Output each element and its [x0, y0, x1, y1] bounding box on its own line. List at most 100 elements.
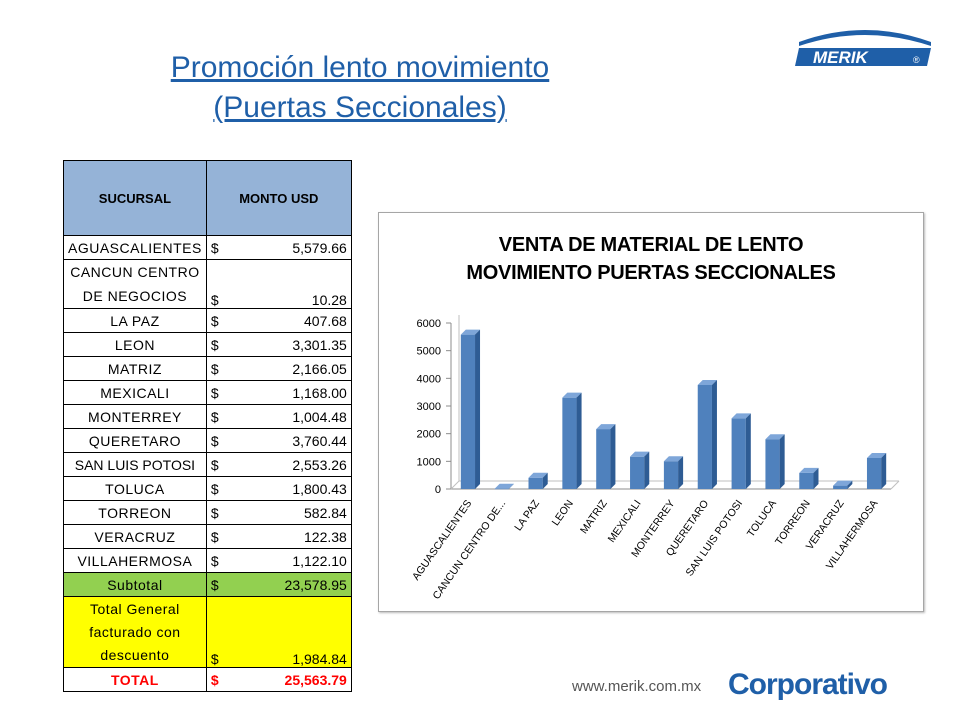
x-tick-label: AGUASCALIENTES	[410, 498, 474, 583]
chart-title: VENTA DE MATERIAL DE LENTO MOVIMIENTO PU…	[379, 231, 923, 287]
row-amount: 5,579.66	[226, 235, 352, 260]
bar-side	[644, 451, 650, 489]
total-general-line-2: facturado con	[89, 623, 181, 640]
y-tick-label: 1000	[417, 456, 441, 468]
total-currency: $	[205, 667, 227, 692]
row-name-line-2: DE NEGOCIOS	[82, 288, 188, 304]
y-tick-label: 4000	[417, 373, 441, 385]
bar-side	[542, 472, 548, 489]
total-label: TOTAL	[63, 667, 207, 692]
row-name: MONTERREY	[63, 404, 207, 429]
bar	[460, 334, 476, 489]
table-row: LA PAZ $ 407.68	[63, 308, 352, 333]
row-name: MATRIZ	[63, 356, 207, 381]
row-currency: $	[205, 332, 227, 357]
row-amount: 1,004.48	[226, 404, 352, 429]
subtotal-row: Subtotal $ 23,578.95	[63, 572, 352, 597]
total-row: TOTAL $ 25,563.79	[63, 667, 352, 692]
row-name: SAN LUIS POTOSI	[63, 452, 207, 477]
subtotal-currency: $	[205, 572, 227, 597]
bar	[494, 488, 509, 490]
row-amount: 2,553.26	[226, 452, 352, 477]
y-tick-label: 2000	[417, 429, 441, 441]
x-tick-label: TOLUCA	[745, 498, 779, 540]
back-wall-lines	[458, 315, 899, 482]
bar-top	[562, 392, 582, 398]
total-general-row: Total General facturado con descuento $ …	[63, 596, 352, 668]
row-name-line-1: CANCUN CENTRO	[70, 264, 200, 280]
logo-text: MERIK	[813, 48, 870, 67]
table-row: TOLUCA $ 1,800.43	[63, 476, 352, 501]
row-amount: 2,166.05	[226, 356, 352, 381]
table-header-row: SUCURSAL MONTO USD	[63, 160, 352, 236]
bar	[731, 418, 746, 489]
row-name: VERACRUZ	[63, 524, 207, 549]
row-amount: 582.84	[226, 500, 352, 525]
footer-brand: Corporativo	[728, 668, 888, 701]
row-currency: $	[205, 524, 227, 549]
table-row: CANCUN CENTRO DE NEGOCIOS $ 10.28	[63, 259, 352, 309]
table-row: TORREON $ 582.84	[63, 500, 352, 525]
page-title: Promoción lento movimiento (Puertas Secc…	[110, 48, 610, 128]
footer-url[interactable]: www.merik.com.mx	[572, 678, 702, 695]
row-currency: $	[205, 476, 227, 501]
bar-top	[460, 329, 481, 335]
x-tick-label: LA PAZ	[512, 497, 542, 533]
row-amount: 1,800.43	[226, 476, 352, 501]
row-currency: $	[205, 356, 227, 381]
bar-top	[697, 379, 717, 385]
bar-side	[678, 456, 684, 489]
row-amount: 3,760.44	[226, 428, 352, 453]
bar-top	[663, 456, 684, 462]
row-currency: $	[205, 500, 227, 525]
row-name: QUERETARO	[63, 428, 207, 453]
y-tick-label: 5000	[417, 346, 441, 358]
bar	[765, 439, 780, 489]
bar-top	[765, 434, 785, 440]
x-tick-label: MEXICALI	[606, 498, 644, 545]
subtotal-label: Subtotal	[63, 572, 207, 597]
row-name: LEON	[63, 332, 207, 357]
total-general-currency: $	[205, 596, 227, 668]
bar-side	[813, 467, 819, 489]
x-tick-label: LEON	[550, 498, 576, 528]
bar-side	[711, 379, 717, 489]
total-general-amount: 1,984.84	[226, 596, 352, 668]
bar-top	[528, 472, 548, 478]
merik-logo: MERIK ®	[795, 30, 931, 67]
bar-chart: 0100020003000400050006000AGUASCALIENTESC…	[410, 315, 900, 602]
bar-side	[779, 434, 785, 489]
chart-container: VENTA DE MATERIAL DE LENTO MOVIMIENTO PU…	[378, 212, 924, 612]
table-row: VERACRUZ $ 122.38	[63, 524, 352, 549]
y-tick-label: 6000	[417, 318, 441, 330]
row-name: AGUASCALIENTES	[63, 235, 207, 260]
bar-side	[881, 452, 887, 489]
row-amount: 3,301.35	[226, 332, 352, 357]
bar	[866, 457, 882, 489]
bar-side	[508, 483, 514, 489]
row-name: VILLAHERMOSA	[63, 548, 207, 573]
logo-mark: ®	[913, 55, 920, 65]
chart-title-line-1: VENTA DE MATERIAL DE LENTO	[498, 234, 804, 256]
table-row: QUERETARO $ 3,760.44	[63, 428, 352, 453]
bar-side	[847, 480, 853, 489]
bar-top	[731, 413, 751, 419]
table-row: MEXICALI $ 1,168.00	[63, 380, 352, 405]
bar	[630, 456, 645, 489]
row-currency: $	[205, 308, 227, 333]
bar	[833, 485, 848, 489]
floor-edge	[450, 480, 460, 490]
row-amount: 1,168.00	[226, 380, 352, 405]
row-name: LA PAZ	[63, 308, 207, 333]
row-name: MEXICALI	[63, 380, 207, 405]
bar	[799, 472, 814, 489]
bar-top	[866, 452, 887, 458]
total-general-line-1: Total General	[90, 600, 180, 617]
row-currency: $	[205, 452, 227, 477]
row-amount: 122.38	[226, 524, 352, 549]
table-row: LEON $ 3,301.35	[63, 332, 352, 357]
y-tick-label: 0	[435, 484, 441, 496]
bar-side	[475, 329, 481, 489]
bar-top	[833, 480, 853, 486]
bar-top	[596, 424, 616, 430]
